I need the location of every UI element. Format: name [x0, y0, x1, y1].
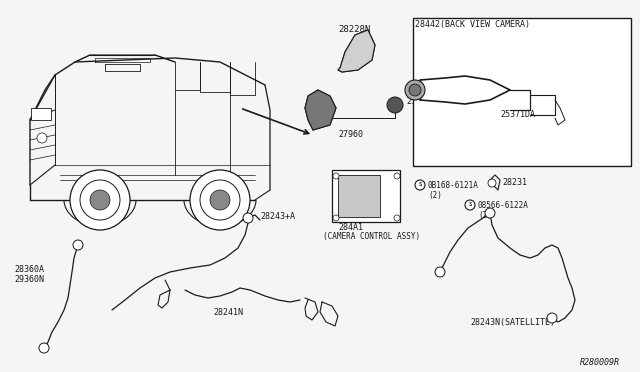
Bar	[413, 18, 631, 166]
Polygon shape	[305, 90, 336, 130]
Circle shape	[485, 208, 495, 218]
Circle shape	[243, 213, 253, 223]
Text: 28243N(SATELLITE): 28243N(SATELLITE)	[470, 318, 555, 327]
Text: 28243+A: 28243+A	[260, 212, 295, 221]
Circle shape	[387, 97, 403, 113]
Circle shape	[70, 170, 130, 230]
Circle shape	[405, 80, 425, 100]
Circle shape	[333, 173, 339, 179]
Text: 28228N: 28228N	[338, 25, 371, 34]
Text: 08566-6122A: 08566-6122A	[478, 201, 529, 210]
Text: 27960B: 27960B	[406, 97, 436, 106]
Circle shape	[210, 190, 230, 210]
Circle shape	[435, 267, 445, 277]
Circle shape	[190, 170, 250, 230]
Text: 0B168-6121A: 0B168-6121A	[428, 181, 479, 190]
Text: 29360N: 29360N	[14, 275, 44, 284]
Text: 27960: 27960	[338, 130, 363, 139]
Circle shape	[73, 240, 83, 250]
Circle shape	[394, 215, 400, 221]
Text: 284A1: 284A1	[338, 223, 363, 232]
Text: S: S	[468, 202, 472, 208]
Text: 28442(BACK VIEW CAMERA): 28442(BACK VIEW CAMERA)	[415, 20, 530, 29]
Bar	[338, 175, 380, 217]
Text: (2): (2)	[478, 211, 492, 220]
Text: 28241N: 28241N	[213, 308, 243, 317]
Circle shape	[547, 313, 557, 323]
Circle shape	[415, 180, 425, 190]
Circle shape	[80, 180, 120, 220]
Circle shape	[394, 173, 400, 179]
Text: R280009R: R280009R	[580, 358, 620, 367]
Text: (CAMERA CONTROL ASSY): (CAMERA CONTROL ASSY)	[323, 232, 420, 241]
Text: (2): (2)	[428, 191, 442, 200]
Circle shape	[200, 180, 240, 220]
Circle shape	[465, 200, 475, 210]
Bar	[31, 108, 51, 120]
Text: 28360A: 28360A	[14, 265, 44, 274]
Text: S: S	[419, 183, 422, 187]
Circle shape	[409, 84, 421, 96]
Circle shape	[488, 179, 496, 187]
Circle shape	[90, 190, 110, 210]
Text: 25371DA: 25371DA	[500, 110, 535, 119]
Circle shape	[333, 215, 339, 221]
Bar	[332, 170, 400, 222]
Polygon shape	[338, 30, 375, 72]
Circle shape	[39, 343, 49, 353]
Circle shape	[37, 133, 47, 143]
Text: 28231: 28231	[502, 178, 527, 187]
